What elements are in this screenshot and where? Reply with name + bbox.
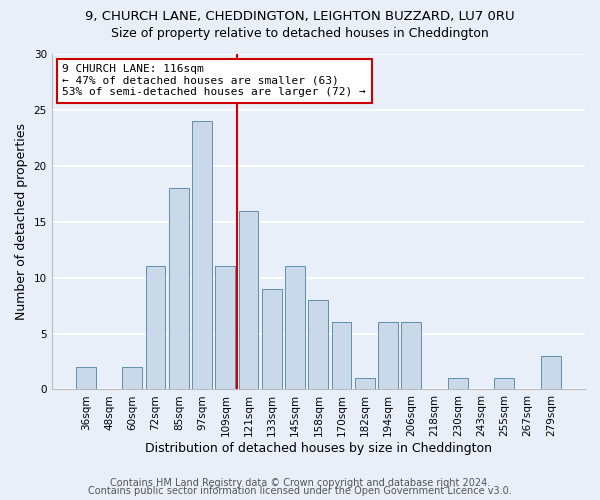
Bar xyxy=(192,121,212,390)
Bar xyxy=(401,322,421,390)
X-axis label: Distribution of detached houses by size in Cheddington: Distribution of detached houses by size … xyxy=(145,442,492,455)
Bar xyxy=(146,266,166,390)
Bar xyxy=(239,210,259,390)
Bar xyxy=(494,378,514,390)
Bar xyxy=(332,322,352,390)
Bar xyxy=(169,188,188,390)
Text: Contains public sector information licensed under the Open Government Licence v3: Contains public sector information licen… xyxy=(88,486,512,496)
Bar xyxy=(122,367,142,390)
Bar xyxy=(262,289,282,390)
Bar xyxy=(541,356,561,390)
Bar xyxy=(355,378,375,390)
Text: 9 CHURCH LANE: 116sqm
← 47% of detached houses are smaller (63)
53% of semi-deta: 9 CHURCH LANE: 116sqm ← 47% of detached … xyxy=(62,64,366,98)
Bar xyxy=(308,300,328,390)
Bar xyxy=(378,322,398,390)
Text: 9, CHURCH LANE, CHEDDINGTON, LEIGHTON BUZZARD, LU7 0RU: 9, CHURCH LANE, CHEDDINGTON, LEIGHTON BU… xyxy=(85,10,515,23)
Bar xyxy=(448,378,468,390)
Bar xyxy=(215,266,235,390)
Bar xyxy=(76,367,95,390)
Text: Contains HM Land Registry data © Crown copyright and database right 2024.: Contains HM Land Registry data © Crown c… xyxy=(110,478,490,488)
Bar xyxy=(285,266,305,390)
Text: Size of property relative to detached houses in Cheddington: Size of property relative to detached ho… xyxy=(111,28,489,40)
Y-axis label: Number of detached properties: Number of detached properties xyxy=(15,123,28,320)
